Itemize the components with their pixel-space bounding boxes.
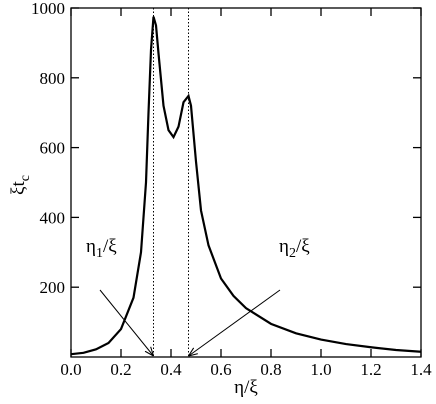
annotation-sub: 2 [289, 246, 296, 261]
annotation-arrow [189, 289, 281, 356]
x-tick-label: 1.4 [410, 360, 432, 379]
plot-frame [70, 7, 422, 358]
data-line [70, 16, 422, 356]
x-tick-label: 0.6 [210, 360, 231, 379]
annotation-sub: 1 [96, 246, 103, 261]
y-axis-label: ξtc [8, 175, 33, 195]
y-tick-label: 600 [40, 139, 66, 158]
annotation-rest: /ξ [296, 236, 310, 257]
annotation: η2/ξ [279, 236, 310, 261]
x-tick-label: 1.0 [310, 360, 331, 379]
annotation: η1/ξ [86, 236, 117, 261]
x-tick-label: 0.4 [160, 360, 182, 379]
annotation-base: η [86, 236, 96, 257]
x-tick-label: 0.2 [110, 360, 131, 379]
y-tick-label: 800 [40, 69, 66, 88]
annotation-rest: /ξ [103, 236, 117, 257]
annotation-base: η [279, 236, 289, 257]
x-tick-label: 0.8 [260, 360, 281, 379]
y-tick-label: 1000 [31, 0, 65, 18]
x-tick-label: 0.0 [60, 360, 81, 379]
y-tick-label: 200 [40, 278, 66, 297]
x-tick-label: 1.2 [360, 360, 381, 379]
x-axis-label: η/ξ [234, 377, 258, 398]
y-tick-label: 400 [40, 208, 66, 227]
annotation-arrow [99, 289, 154, 356]
